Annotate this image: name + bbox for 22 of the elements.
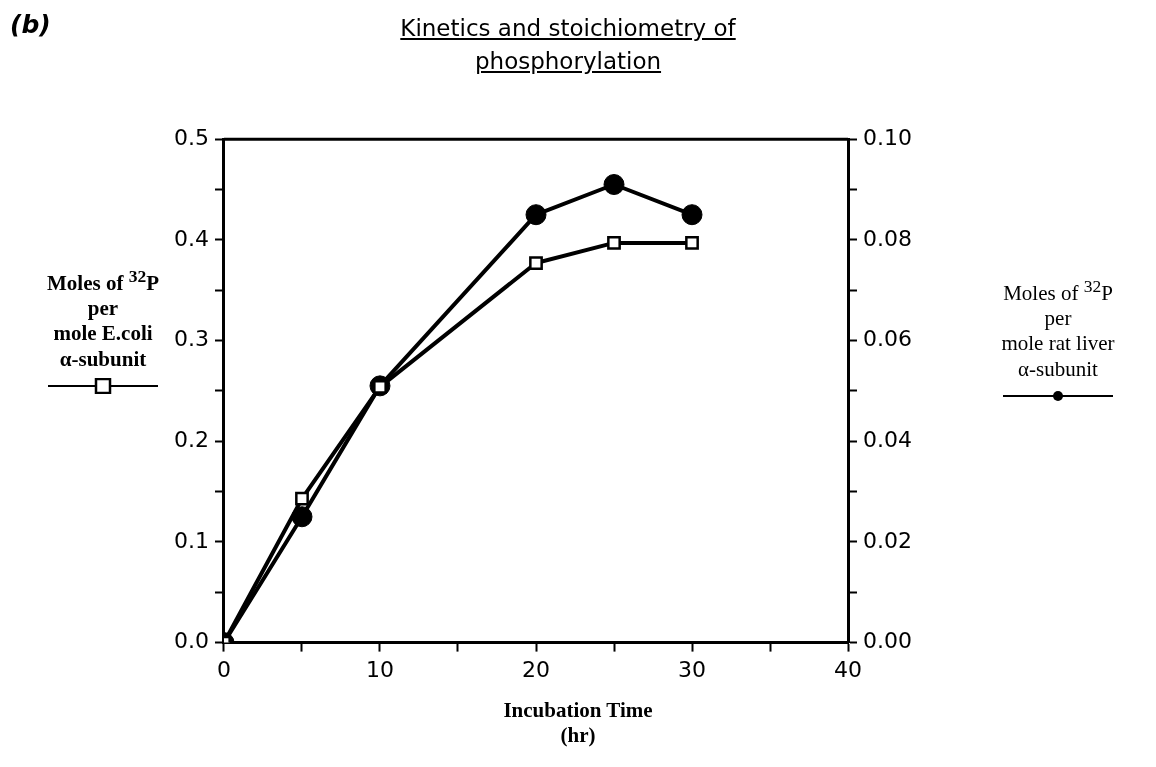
x-tick-label: 0 <box>216 656 231 682</box>
y-tick-label: 0.5 <box>173 124 209 150</box>
y-tick-label: 0.0 <box>173 628 209 654</box>
y2-tick-label: 0.10 <box>863 124 912 150</box>
chart-title: Kinetics and stoichiometry of phosphorylation <box>399 14 737 77</box>
y-tick-label: 0.4 <box>173 225 209 251</box>
y2-tick-label: 0.00 <box>863 628 912 654</box>
x-tick-label: 20 <box>522 656 550 682</box>
text: (b) <box>10 10 51 39</box>
y2-tick-label: 0.06 <box>863 326 912 352</box>
x-tick-label: 30 <box>678 656 707 682</box>
y-tick-label: 0.3 <box>173 326 209 352</box>
text: Moles of $^{32}$P per mole E.coli α-subunit <box>47 266 159 371</box>
y2-tick-label: 0.02 <box>863 527 912 553</box>
text: Moles of $^{32}$P per mole rat liver α-subunit <box>1001 276 1115 381</box>
y2-tick-label: 0.04 <box>863 426 912 452</box>
x-tick-label: 40 <box>834 656 863 682</box>
y2-tick-label: 0.08 <box>863 225 912 251</box>
x-axis-title: Incubation Time (hr) <box>502 698 654 749</box>
y-tick-label: 0.2 <box>173 426 209 452</box>
y-tick-label: 0.1 <box>173 527 209 553</box>
x-tick-label: 10 <box>365 656 394 682</box>
